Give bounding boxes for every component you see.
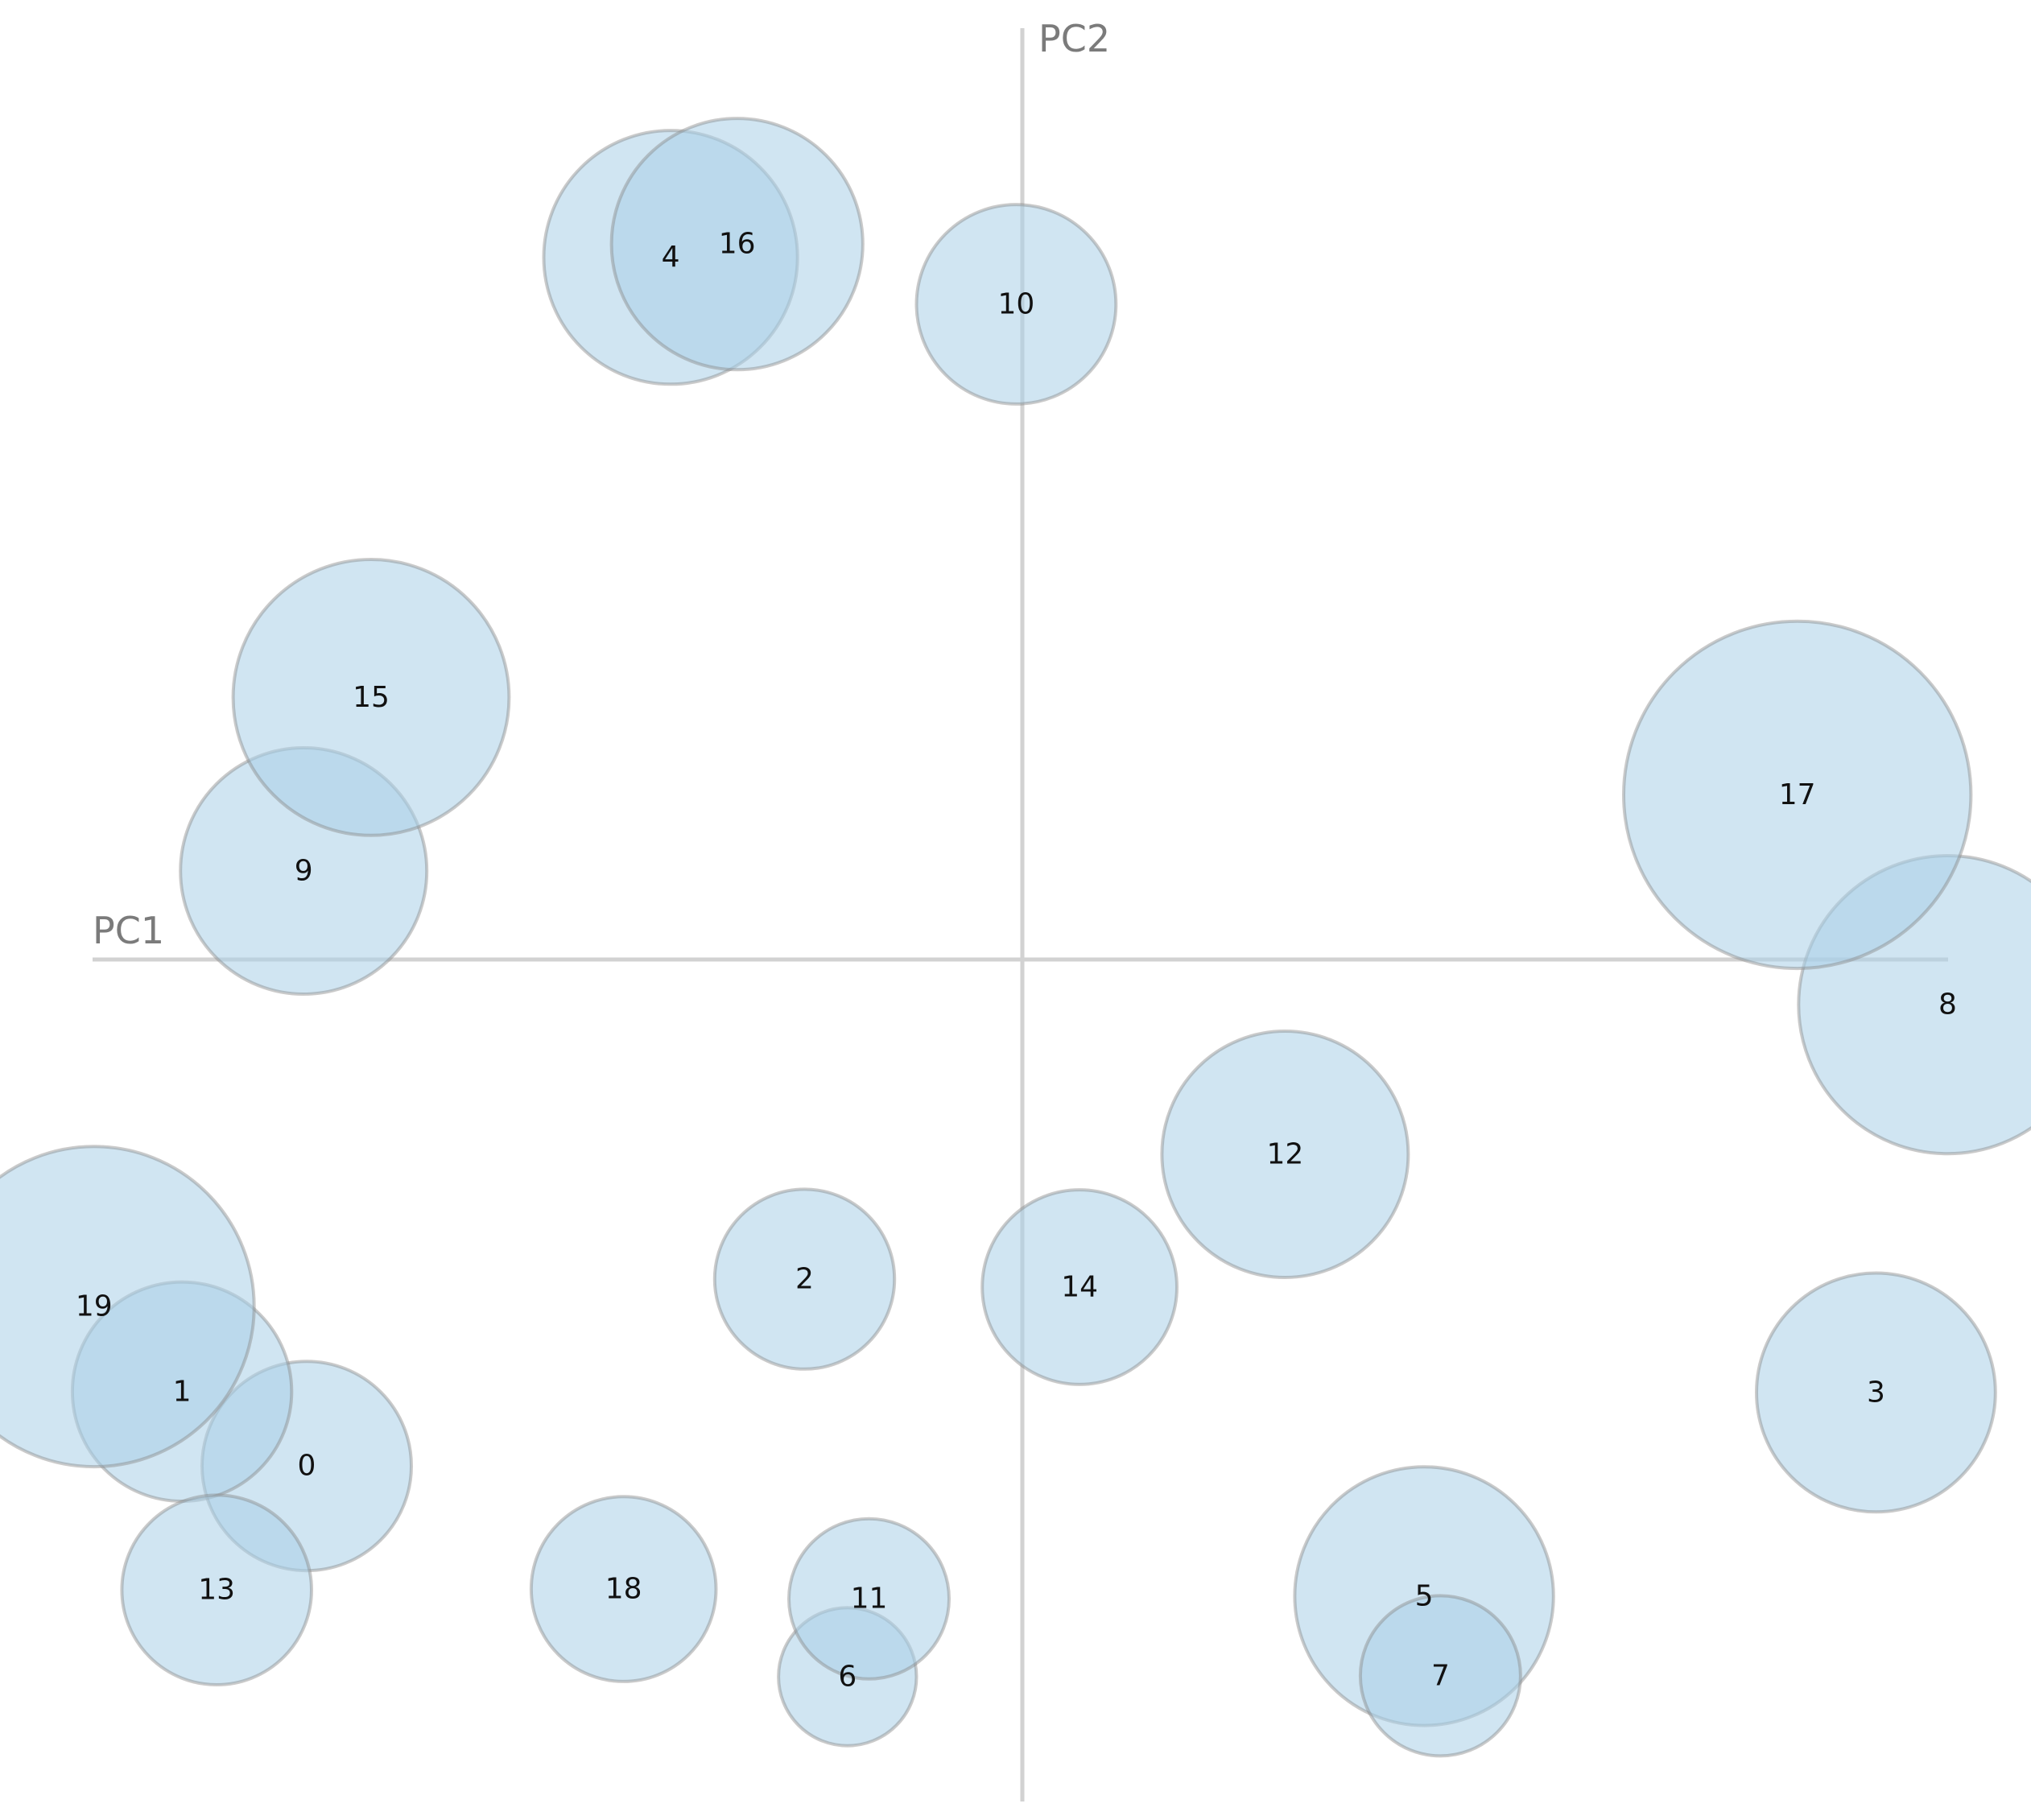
bubble-label-0: 0 [298,1450,316,1483]
bubble-label-16: 16 [719,228,756,261]
bubble-label-14: 14 [1061,1271,1098,1304]
bubble-16 [609,117,865,372]
bubble-label-15: 15 [353,681,390,714]
y-axis-title: PC2 [1038,17,1110,60]
bubble-label-3: 3 [1867,1376,1885,1409]
bubble-13 [120,1493,314,1686]
bubble-18 [529,1495,718,1683]
x-axis-title: PC1 [93,909,164,952]
bubble-14 [980,1188,1179,1386]
bubble-label-2: 2 [795,1263,814,1296]
bubble-15 [231,558,511,837]
bubble-label-11: 11 [851,1583,888,1616]
bubble-label-4: 4 [662,241,680,274]
bubble-12 [1160,1030,1410,1279]
bubble-3 [1755,1271,1997,1514]
bubble-label-18: 18 [605,1573,642,1606]
bubble-label-6: 6 [838,1661,857,1694]
bubble-19 [0,1145,256,1469]
bubble-label-1: 1 [173,1375,192,1408]
bubble-label-12: 12 [1266,1138,1303,1171]
bubble-7 [1358,1594,1522,1758]
bubble-label-7: 7 [1431,1659,1450,1692]
bubble-label-9: 9 [295,855,313,888]
bubble-11 [787,1517,951,1681]
bubble-label-17: 17 [1779,778,1816,811]
bubble-2 [712,1187,897,1371]
bubble-17 [1622,619,1973,971]
bubble-label-10: 10 [997,288,1034,321]
bubble-10 [914,203,1118,406]
bubble-label-8: 8 [1938,988,1957,1021]
bubble-label-13: 13 [198,1574,235,1607]
bubble-label-19: 19 [76,1290,113,1323]
bubble-label-5: 5 [1415,1579,1434,1612]
